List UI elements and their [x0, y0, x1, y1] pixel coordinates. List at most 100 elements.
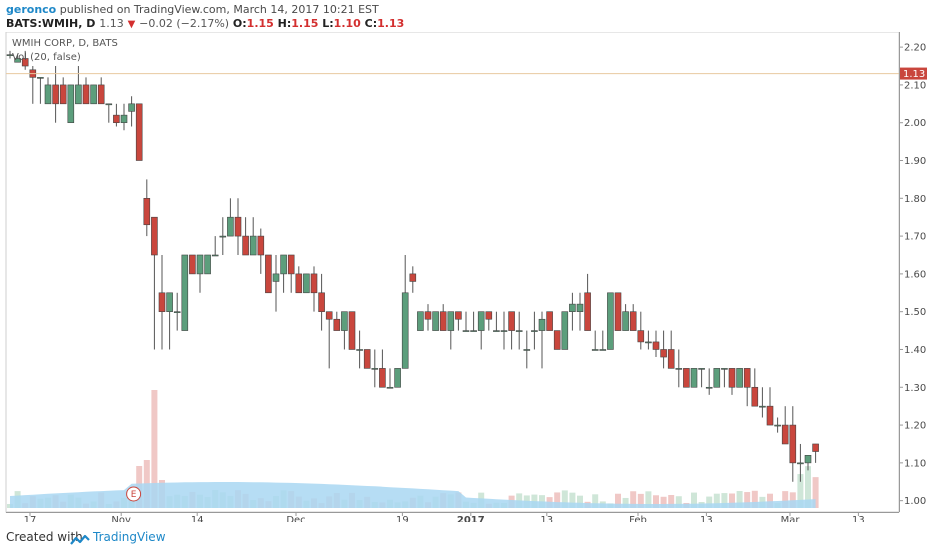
candle-body	[432, 311, 439, 331]
candle	[417, 311, 424, 331]
y-tick-label: 1.00	[904, 496, 926, 507]
candle	[143, 179, 151, 237]
last-price-tag-bg	[900, 67, 927, 80]
candle-body	[189, 254, 196, 275]
candle-body	[196, 254, 204, 275]
volume-bar	[668, 495, 675, 508]
candle-body	[607, 292, 614, 350]
candle	[622, 304, 629, 331]
candle-body	[553, 330, 561, 350]
candle	[227, 198, 234, 237]
volume-bar	[721, 493, 728, 508]
candle-body	[97, 84, 105, 105]
candle	[52, 66, 59, 123]
candle-body	[812, 443, 819, 452]
high-value: 1.15	[291, 17, 319, 30]
candle-body	[538, 318, 546, 331]
candle-body	[424, 311, 432, 320]
candle	[173, 292, 181, 331]
candle	[295, 266, 303, 294]
candle-body	[667, 349, 675, 369]
x-tick-label: 17	[24, 515, 37, 522]
volume-bar	[736, 491, 743, 508]
earnings-icon[interactable]	[126, 486, 142, 502]
volume-bar	[561, 490, 568, 508]
publish-info: published on TradingView.com, March 14, …	[59, 3, 379, 16]
candle-body	[561, 311, 569, 350]
candle	[310, 266, 318, 312]
candle	[531, 311, 538, 350]
candle-body	[637, 330, 645, 343]
volume-bar	[713, 493, 720, 508]
earnings-marker[interactable]: E	[126, 486, 142, 502]
candle-body	[143, 197, 151, 226]
volume-bar	[645, 491, 652, 508]
candle-body	[14, 58, 21, 63]
y-tick-label: 1.90	[904, 156, 926, 167]
price-axis[interactable]	[899, 32, 927, 512]
y-tick-label: 1.20	[904, 421, 926, 432]
candle-body	[698, 368, 705, 370]
candle-body	[90, 84, 97, 105]
candle	[97, 77, 105, 105]
candle	[59, 77, 67, 105]
candle-body	[546, 311, 553, 331]
symbol-label: BATS:WMIH, D	[6, 17, 96, 30]
candle	[515, 311, 523, 350]
chart-header: geronco published on TradingView.com, Ma…	[0, 0, 932, 32]
volume-bar	[805, 466, 811, 508]
candle-body	[280, 254, 287, 275]
candle	[652, 330, 660, 358]
volume-bar	[691, 492, 697, 508]
candle-body	[690, 368, 698, 388]
candle-body	[713, 368, 721, 388]
candle-body	[265, 254, 272, 294]
volume-bar	[675, 496, 682, 508]
volume-bar	[554, 492, 561, 508]
volume-bar	[782, 491, 789, 508]
candle	[455, 311, 462, 331]
tradingview-brand-link[interactable]: TradingView	[93, 530, 166, 544]
candle-body	[128, 103, 135, 112]
candle	[211, 236, 219, 257]
candle	[128, 96, 135, 127]
candle-body	[219, 235, 227, 238]
candle-body	[348, 311, 356, 350]
candle	[797, 443, 804, 482]
candle-body	[728, 368, 736, 388]
candle	[189, 254, 196, 275]
volume-bar	[151, 390, 158, 508]
candle	[660, 330, 667, 369]
candle-body	[173, 311, 181, 313]
y-tick-label: 1.50	[904, 307, 926, 318]
candle	[645, 330, 652, 350]
x-tick-label: Dec	[286, 515, 305, 522]
candle-body	[6, 54, 14, 56]
price-chart[interactable]: 2.20 2.10 2.00 1.90 1.80 1.70 1.60 1.50 1.40 1.30…	[0, 32, 932, 522]
volume-bar	[812, 477, 819, 508]
candle-body	[105, 103, 113, 106]
candle	[363, 349, 371, 369]
candle-body	[52, 84, 59, 105]
candle	[265, 254, 272, 294]
candle	[675, 349, 683, 388]
candle-body	[493, 330, 500, 332]
author-link[interactable]: geronco	[6, 3, 57, 16]
candle	[705, 368, 713, 395]
candle-body	[204, 254, 211, 275]
candle	[477, 311, 485, 350]
candle	[120, 103, 128, 131]
candle-body	[569, 303, 576, 312]
candle-body	[409, 273, 417, 282]
candle-body	[622, 311, 629, 331]
candle-body	[227, 216, 234, 237]
candle	[90, 84, 97, 105]
candle	[348, 311, 356, 350]
candle	[728, 368, 736, 395]
candle-body	[341, 311, 348, 331]
candle-body	[500, 330, 508, 332]
candle	[493, 311, 500, 332]
candle-body	[766, 405, 774, 426]
candle-body	[363, 349, 371, 369]
candle-body	[356, 349, 363, 351]
